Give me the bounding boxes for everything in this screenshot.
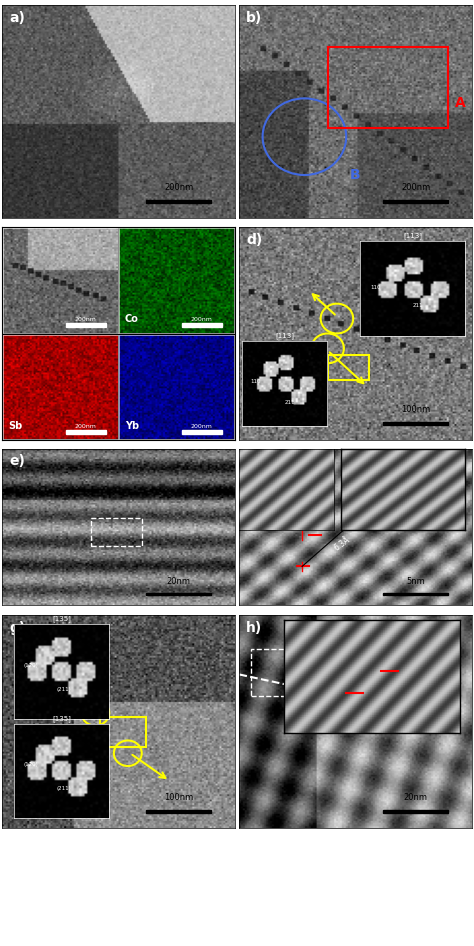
Text: d): d) [246, 234, 263, 248]
Text: Yb: Yb [125, 421, 139, 430]
Text: 200nm: 200nm [401, 183, 430, 192]
Text: 110: 110 [250, 379, 261, 384]
Bar [383, 423, 448, 425]
Text: (211): (211) [57, 786, 72, 791]
Text: 20nm: 20nm [167, 577, 191, 587]
Text: f): f) [246, 454, 259, 468]
Text: 200nm: 200nm [191, 424, 213, 429]
Text: c): c) [7, 234, 22, 248]
Bar [66, 324, 106, 327]
Bar [251, 649, 320, 695]
Bar [383, 811, 448, 813]
Bar [146, 201, 211, 202]
Text: [113]: [113] [403, 233, 422, 239]
Bar [146, 592, 211, 594]
Text: 211: 211 [284, 400, 295, 406]
Text: h): h) [246, 622, 263, 636]
Bar [182, 324, 222, 327]
Text: a): a) [9, 11, 25, 26]
Text: [113]: [113] [275, 332, 294, 339]
Text: (12̄0): (12̄0) [24, 663, 38, 668]
Text: 200nm: 200nm [164, 183, 193, 192]
Bar [146, 811, 211, 813]
Text: 200nm: 200nm [75, 317, 97, 323]
Text: [135]: [135] [52, 616, 71, 622]
Bar [383, 201, 448, 202]
Text: 5nm: 5nm [407, 577, 425, 587]
Text: 200nm: 200nm [191, 317, 213, 323]
Text: 100nm: 100nm [401, 405, 430, 414]
Text: 100nm: 100nm [164, 793, 193, 802]
Text: [135]: [135] [52, 715, 71, 722]
Text: (12̄0): (12̄0) [24, 762, 38, 767]
Bar [383, 592, 448, 594]
Text: 211: 211 [412, 304, 423, 308]
Text: Sb: Sb [9, 421, 23, 430]
Bar [328, 47, 448, 129]
Bar [328, 355, 369, 380]
Bar [182, 429, 222, 433]
Text: (110): (110) [356, 495, 377, 514]
Text: 110: 110 [371, 285, 381, 289]
Text: A: A [456, 96, 466, 110]
Text: 20nm: 20nm [404, 793, 428, 802]
Text: e): e) [9, 454, 25, 468]
Text: (211): (211) [57, 687, 72, 692]
Text: B: B [350, 168, 361, 183]
Text: b): b) [246, 11, 263, 26]
Text: Co: Co [125, 314, 138, 324]
Text: 6.3Å: 6.3Å [332, 535, 352, 552]
Bar [100, 717, 146, 746]
Bar [66, 429, 106, 433]
Text: 200nm: 200nm [75, 424, 97, 429]
Text: g): g) [9, 622, 26, 636]
Bar [91, 518, 142, 546]
